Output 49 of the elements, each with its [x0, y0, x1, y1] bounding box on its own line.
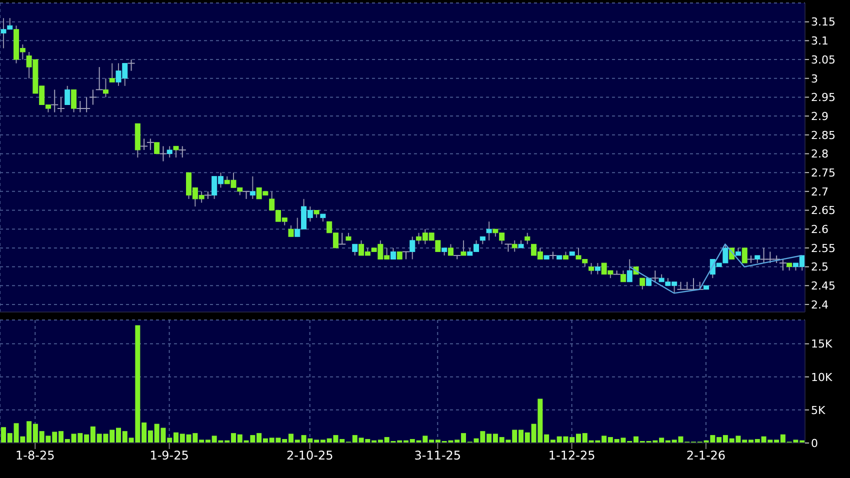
candlestick [512, 240, 518, 252]
candlestick [640, 278, 646, 290]
candlestick [460, 240, 466, 256]
y-tick-label: 2.55 [811, 242, 836, 255]
y-tick-label: 0 [811, 436, 818, 450]
y-tick-label: 2.5 [811, 260, 828, 274]
candlestick [173, 146, 179, 158]
y-tick-label: 2.85 [811, 128, 836, 142]
candlestick [166, 146, 172, 158]
y-tick-label: 2.7 [811, 185, 828, 198]
x-tick-label: 1-12-25 [548, 448, 596, 463]
candlestick [448, 244, 454, 256]
x-tick-label: 1-9-25 [150, 448, 189, 463]
x-tick-label: 2-1-26 [686, 448, 726, 463]
y-tick-label: 2.75 [811, 166, 836, 180]
y-tick-label: 3.05 [811, 53, 836, 66]
candlestick [352, 244, 358, 256]
candlestick [410, 236, 416, 260]
x-tick-label: 2-10-25 [286, 448, 334, 463]
candlestick [390, 247, 396, 260]
x-tick-label: 1-8-25 [16, 448, 55, 463]
candlestick [71, 89, 77, 113]
candlestick [109, 62, 115, 83]
y-tick-label: 2.8 [811, 148, 828, 161]
y-tick-label: 3 [811, 72, 818, 86]
y-tick-label: 3.1 [811, 34, 828, 48]
candlestick [250, 176, 256, 200]
y-tick-label: 10K [811, 370, 833, 384]
candlestick [64, 85, 70, 106]
y-tick-label: 2.6 [811, 223, 828, 236]
candlestick [154, 142, 160, 154]
y-tick-label: 3.15 [811, 16, 836, 29]
candlestick [288, 224, 294, 238]
candlestick [102, 78, 108, 98]
candlestick [626, 258, 632, 282]
x-tick-label: 3-11-25 [414, 448, 462, 463]
y-tick-label: 2.45 [811, 280, 836, 293]
y-tick-label: 2.9 [811, 110, 828, 123]
candlestick [486, 221, 492, 241]
candlestick [620, 270, 626, 282]
y-tick-label: 15K [811, 338, 833, 351]
candlestick [588, 262, 594, 275]
candlestick [524, 232, 530, 245]
y-tick-label: 2.65 [811, 204, 836, 218]
y-tick-label: 2.95 [811, 91, 836, 104]
candlestick [742, 248, 748, 264]
candlestick [594, 262, 600, 275]
y-tick-label: 2.4 [811, 298, 828, 312]
y-tick-label: 5K [811, 404, 826, 417]
